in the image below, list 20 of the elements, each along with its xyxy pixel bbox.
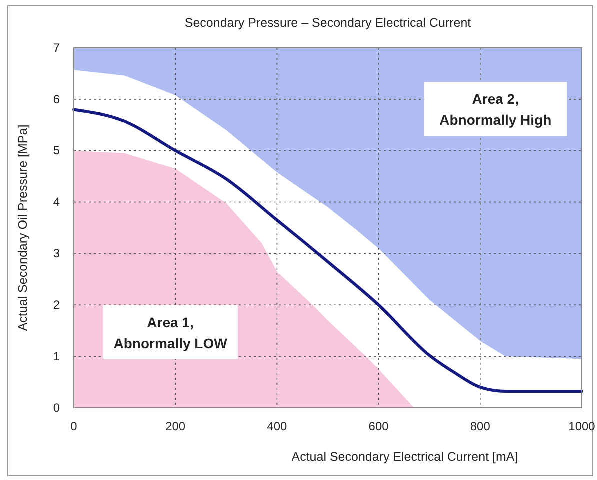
y-tick-label: 5 <box>53 144 60 158</box>
y-tick-label: 4 <box>53 195 60 210</box>
chart-title: Secondary Pressure – Secondary Electrical Current <box>184 16 472 30</box>
y-tick-label: 7 <box>53 40 60 55</box>
y-tick-label: 3 <box>53 246 60 261</box>
x-axis-title: Actual Secondary Electrical Current [mA] <box>292 450 518 464</box>
annotation: Area 1, Abnormally LOW <box>114 314 228 352</box>
y-tick-label: 0 <box>53 400 60 415</box>
y-tick-label: 2 <box>53 298 60 312</box>
line-series <box>72 108 584 394</box>
y-tick-label: 1 <box>53 349 60 364</box>
y-axis-title: Actual Secondary Oil Pressure [MPa] <box>16 124 30 332</box>
x-tick-label: 1000 <box>568 420 596 434</box>
x-tick-label: 400 <box>267 420 288 434</box>
y-tick-label: 6 <box>53 92 60 106</box>
x-tick-label: 800 <box>470 420 491 434</box>
annotation: Area 2, Abnormally High <box>440 91 552 128</box>
x-tick-label: 600 <box>368 420 390 434</box>
x-tick-label: 0 <box>70 420 78 434</box>
x-tick-label: 200 <box>166 420 186 434</box>
